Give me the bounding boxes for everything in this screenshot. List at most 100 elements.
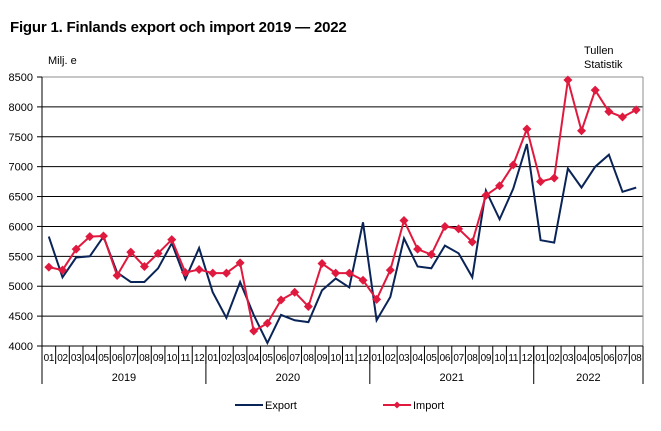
- import-point: [180, 267, 190, 277]
- x-tick-label: 08: [303, 353, 314, 364]
- import-point: [98, 231, 108, 241]
- import-point: [481, 190, 491, 200]
- export-line: [47, 143, 637, 346]
- x-tick-label: 04: [248, 353, 259, 364]
- x-tick-label: 11: [344, 353, 355, 364]
- x-tick-label: 02: [549, 353, 560, 364]
- y-axis-ticks: 4000 4500 5000 5500 6000 6500 7000 7500 8000 8500: [9, 72, 42, 353]
- import-point: [549, 173, 559, 183]
- import-point: [577, 126, 587, 136]
- x-tick-label: 03: [399, 353, 410, 364]
- import-point: [249, 326, 259, 336]
- import-point: [426, 250, 436, 260]
- x-tick-label: 10: [494, 353, 505, 364]
- x-tick-label: 08: [631, 353, 642, 364]
- x-tick-label: 08: [467, 353, 478, 364]
- x-tick-label: 11: [181, 353, 192, 364]
- import-point: [85, 232, 95, 242]
- x-tick-label: 07: [617, 353, 628, 364]
- x-tick-label: 05: [262, 353, 273, 364]
- import-point: [235, 258, 245, 268]
- x-tick-label: 05: [590, 353, 601, 364]
- x-tick-label: 03: [563, 353, 574, 364]
- x-tick-label: 04: [85, 353, 96, 364]
- legend: Export Import: [235, 400, 444, 412]
- x-tick-label: 07: [453, 353, 464, 364]
- y-tick-label: 5000: [9, 281, 33, 293]
- import-line: [48, 79, 637, 333]
- import-point: [194, 264, 204, 274]
- import-point: [563, 75, 573, 85]
- import-point: [399, 215, 409, 225]
- y-tick-label: 6000: [9, 221, 33, 233]
- x-tick-label: 09: [317, 353, 328, 364]
- y-tick-label: 5500: [9, 251, 33, 263]
- import-point: [604, 107, 614, 117]
- import-point: [590, 85, 600, 95]
- legend-item-import: Import: [383, 400, 444, 412]
- import-point: [454, 224, 464, 234]
- y-tick-label: 7500: [9, 132, 33, 144]
- x-tick-label: 02: [385, 353, 396, 364]
- import-point: [344, 268, 354, 278]
- series-layer: [44, 75, 641, 346]
- year-label: 2020: [276, 372, 300, 384]
- x-tick-label: 01: [44, 353, 55, 364]
- import-point: [631, 105, 641, 115]
- y-axis-label: Milj. e: [48, 55, 77, 67]
- x-tick-label: 04: [412, 353, 423, 364]
- x-tick-label: 07: [126, 353, 137, 364]
- import-point: [495, 181, 505, 191]
- import-point: [385, 265, 395, 275]
- series-import: [44, 75, 641, 336]
- import-point: [440, 221, 450, 231]
- import-point: [57, 265, 67, 275]
- import-point: [262, 318, 272, 328]
- x-tick-label: 10: [166, 353, 177, 364]
- legend-label: Import: [413, 400, 444, 412]
- x-tick-label: 01: [535, 353, 546, 364]
- x-tick-label: 11: [508, 353, 519, 364]
- x-tick-label: 02: [221, 353, 232, 364]
- import-point: [522, 124, 532, 134]
- y-tick-label: 4000: [9, 341, 33, 353]
- import-point: [331, 268, 341, 278]
- source-label-line1: Tullen: [584, 45, 614, 57]
- import-point: [317, 259, 327, 269]
- x-tick-label: 03: [235, 353, 246, 364]
- import-point: [413, 244, 423, 254]
- x-tick-label: 06: [604, 353, 615, 364]
- x-tick-label: 06: [112, 353, 123, 364]
- year-label: 2019: [112, 372, 136, 384]
- y-tick-label: 7000: [9, 162, 33, 174]
- x-tick-label: 04: [576, 353, 587, 364]
- y-tick-label: 8500: [9, 72, 33, 84]
- import-point: [208, 268, 218, 278]
- x-tick-label: 01: [371, 353, 382, 364]
- import-point: [358, 275, 368, 285]
- chart-title: Figur 1. Finlands export och import 2019…: [10, 19, 347, 36]
- import-point: [112, 270, 122, 280]
- x-tick-label: 06: [276, 353, 287, 364]
- import-point: [221, 268, 231, 278]
- x-tick-label: 05: [426, 353, 437, 364]
- x-tick-label: 03: [71, 353, 82, 364]
- legend-marker: [393, 401, 401, 409]
- import-point: [276, 295, 286, 305]
- source-label-line2: Statistik: [584, 59, 623, 71]
- year-label: 2021: [440, 372, 464, 384]
- year-label: 2022: [576, 372, 600, 384]
- import-point: [290, 287, 300, 297]
- import-point: [536, 177, 546, 187]
- series-export: [47, 143, 637, 346]
- x-tick-label: 12: [194, 353, 205, 364]
- import-point: [467, 237, 477, 247]
- import-point: [126, 247, 136, 257]
- y-tick-label: 4500: [9, 311, 33, 323]
- import-point: [153, 248, 163, 258]
- x-tick-label: 02: [57, 353, 68, 364]
- legend-label: Export: [265, 400, 297, 412]
- x-tick-label: 06: [440, 353, 451, 364]
- gridlines: [42, 76, 644, 346]
